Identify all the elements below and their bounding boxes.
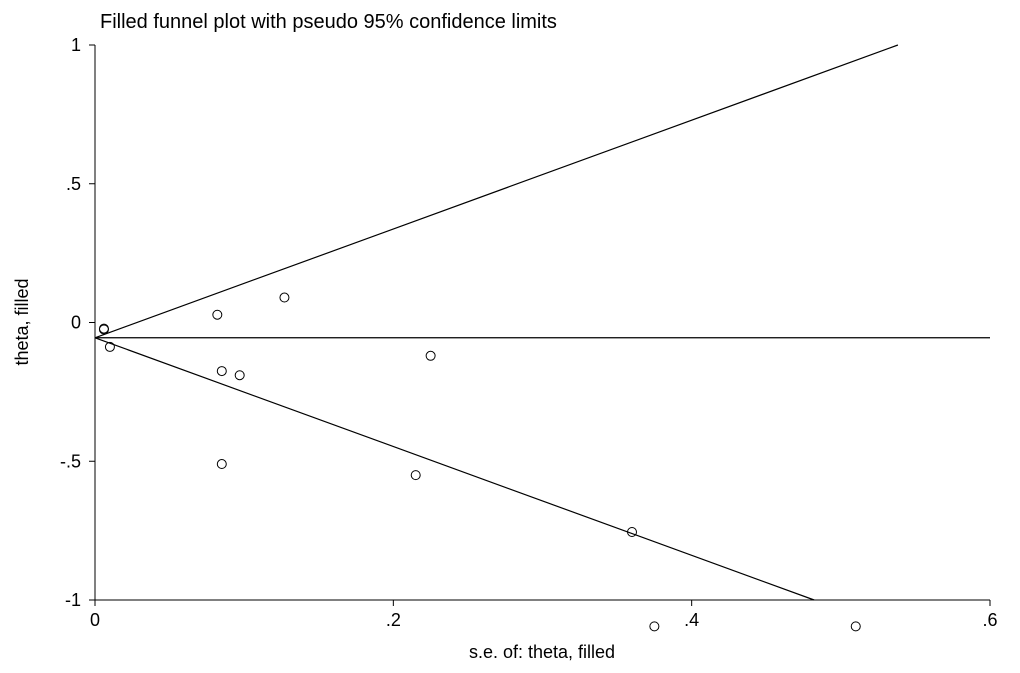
data-point [650, 622, 659, 631]
y-tick-label: -.5 [60, 451, 81, 471]
y-tick-label: 0 [71, 313, 81, 333]
x-tick-label: .2 [386, 610, 401, 630]
data-point [851, 622, 860, 631]
data-point [213, 310, 222, 319]
y-tick-label: -1 [65, 590, 81, 610]
x-tick-label: 0 [90, 610, 100, 630]
funnel-plot-chart: Filled funnel plot with pseudo 95% confi… [0, 0, 1020, 673]
chart-svg: Filled funnel plot with pseudo 95% confi… [0, 0, 1020, 673]
ci-upper-line [95, 45, 898, 338]
x-axis-label: s.e. of: theta, filled [469, 642, 615, 662]
data-point [99, 324, 108, 333]
x-tick-label: .4 [684, 610, 699, 630]
data-point [217, 367, 226, 376]
data-point [217, 460, 226, 469]
data-point [99, 325, 108, 334]
y-tick-label: 1 [71, 35, 81, 55]
y-tick-label: .5 [66, 174, 81, 194]
y-axis-label: theta, filled [12, 278, 32, 365]
chart-title: Filled funnel plot with pseudo 95% confi… [100, 11, 557, 33]
data-point [411, 471, 420, 480]
x-tick-label: .6 [982, 610, 997, 630]
data-point [235, 371, 244, 380]
data-point [426, 351, 435, 360]
data-point [280, 293, 289, 302]
ci-lower-line [95, 338, 814, 600]
